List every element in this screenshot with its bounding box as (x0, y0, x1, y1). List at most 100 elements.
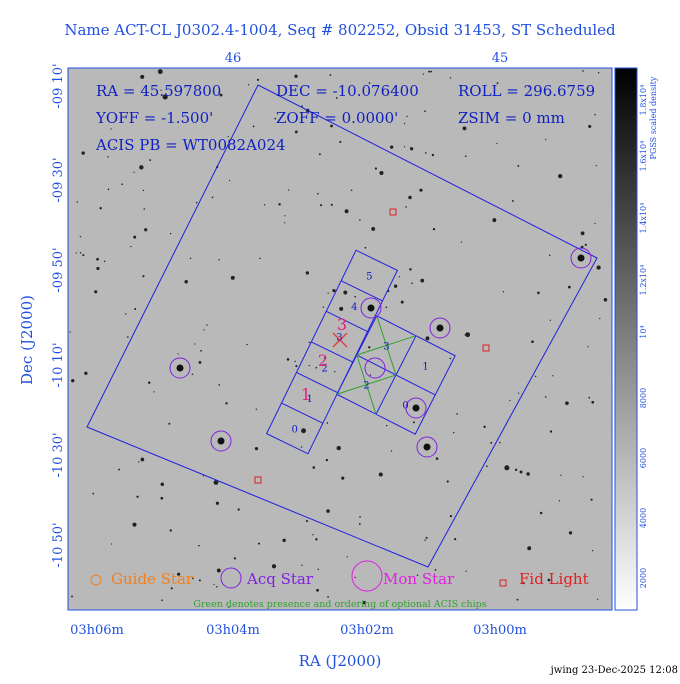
acq-star (169, 357, 191, 379)
star (256, 78, 260, 81)
star (359, 516, 361, 518)
star (110, 128, 112, 130)
info-text: ACIS PB = WT0082A024 (95, 136, 286, 154)
left-tick-label: -09 30' (51, 157, 66, 202)
star (514, 468, 518, 472)
acq-star (210, 430, 232, 452)
star (547, 578, 551, 582)
star (534, 375, 537, 378)
star (456, 413, 458, 415)
star (144, 228, 148, 232)
fov (86, 84, 598, 568)
acq-star (416, 436, 438, 458)
star (317, 192, 319, 195)
star (301, 564, 303, 566)
star (177, 572, 181, 576)
star (191, 373, 194, 376)
star (582, 70, 584, 72)
star (246, 343, 248, 346)
star (599, 317, 601, 320)
star (517, 165, 520, 167)
star (111, 543, 113, 545)
chip-label: 3 (336, 333, 342, 344)
star (218, 384, 221, 386)
star (149, 159, 152, 161)
star (162, 94, 168, 100)
star (528, 86, 530, 88)
legend-label: Mon Star (383, 570, 455, 588)
star (230, 275, 235, 280)
left-tick-label: -10 30' (51, 432, 66, 477)
star (326, 509, 330, 513)
star (558, 173, 563, 179)
star (259, 257, 261, 260)
chip-label: 5 (366, 272, 372, 283)
star (539, 511, 543, 515)
star (318, 153, 321, 156)
star (138, 461, 140, 463)
star (227, 135, 229, 138)
star (449, 77, 452, 79)
colorbar-tick-label: 1.4x10⁴ (639, 203, 648, 234)
star (587, 346, 589, 348)
star (160, 482, 165, 487)
star (228, 606, 230, 608)
star (432, 227, 436, 231)
star (228, 179, 231, 182)
star (75, 252, 77, 254)
star (582, 476, 584, 478)
star (330, 124, 333, 128)
star (82, 254, 85, 257)
star (76, 201, 78, 203)
colorbar-tick-label: 1.8x10⁴ (639, 85, 648, 116)
star (274, 117, 277, 120)
star (92, 492, 95, 495)
star (322, 306, 325, 308)
star (369, 374, 372, 376)
star (121, 183, 124, 186)
star (393, 284, 398, 288)
star (420, 278, 425, 283)
colorbar-tick-label: 10⁴ (639, 325, 648, 338)
star (216, 568, 221, 573)
star (194, 343, 196, 345)
bright-star (217, 437, 225, 445)
legend-label: Fid Light (519, 570, 589, 588)
star (549, 319, 552, 321)
star (430, 70, 433, 73)
optional-chip (336, 374, 397, 395)
star (594, 113, 596, 116)
star (364, 246, 367, 249)
colorbar-tick-label: 8000 (639, 388, 648, 408)
star (403, 122, 406, 125)
top-tick-label: 45 (492, 51, 509, 66)
star (294, 130, 298, 134)
star (595, 165, 597, 167)
star (531, 340, 534, 344)
star (315, 366, 318, 369)
chip-label: 1 (306, 394, 312, 405)
star (408, 195, 412, 200)
title: Name ACT-CL J0302.4-1004, Seq # 802252, … (64, 21, 616, 39)
star (603, 297, 608, 302)
star (465, 332, 471, 338)
star (130, 245, 132, 248)
star (522, 582, 525, 585)
star (371, 226, 376, 231)
chip-label: 3 (383, 341, 389, 352)
star (140, 74, 145, 79)
star (312, 534, 314, 536)
star (139, 165, 144, 170)
chip-label: 0 (402, 401, 408, 412)
star (160, 496, 164, 500)
star (411, 282, 413, 285)
bright-star (577, 254, 585, 262)
chip-divider (326, 310, 368, 332)
star (288, 189, 290, 191)
star (548, 254, 551, 257)
star (295, 365, 298, 368)
bright-star (436, 324, 444, 332)
star (153, 391, 155, 393)
star (422, 73, 424, 75)
